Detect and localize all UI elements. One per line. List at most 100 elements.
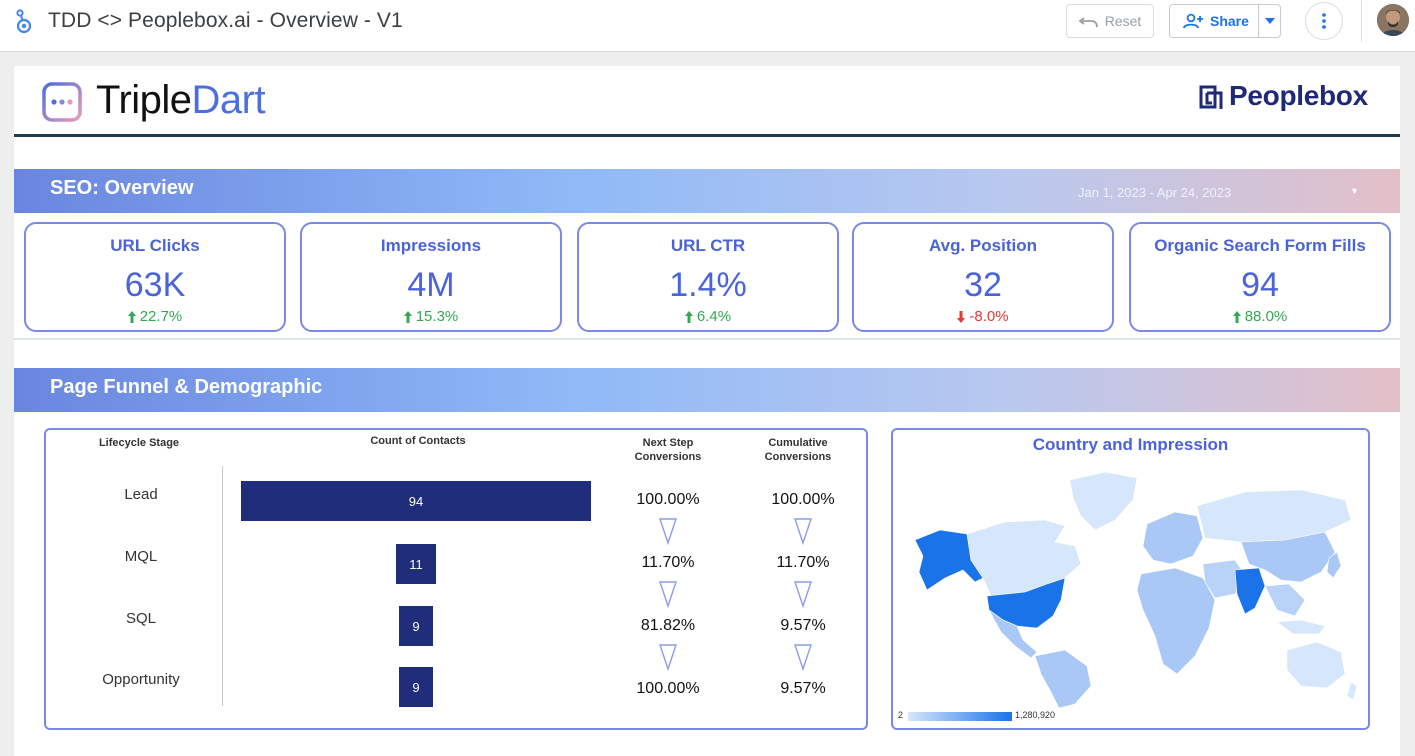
map-region-south-america: [1034, 649, 1092, 708]
share-dropdown[interactable]: [1258, 5, 1280, 37]
map-region-canada: [966, 519, 1082, 597]
kpi-value: 32: [964, 266, 1002, 304]
more-vert-icon: [1322, 13, 1326, 29]
header-cumulative-conversions: Cumulative Conversions: [736, 436, 860, 464]
map-region-alaska: [914, 529, 984, 591]
seo-section-title: SEO: Overview: [50, 177, 194, 199]
map-region-australia: [1286, 641, 1346, 689]
date-range-caret-icon[interactable]: ▼: [1350, 186, 1359, 196]
kpi-value: 63K: [124, 266, 186, 304]
funnel-bar[interactable]: 11: [395, 544, 437, 584]
kpi-delta-value: -8.0%: [969, 308, 1009, 325]
kpi-delta: 88.0%: [1131, 308, 1389, 325]
share-button[interactable]: Share: [1170, 5, 1258, 37]
arrow-up-icon: [1232, 310, 1241, 323]
cumulative-value: 100.00%: [771, 491, 835, 508]
stage-label: SQL: [125, 610, 156, 627]
app-bar: TDD <> Peoplebox.ai - Overview - V1 Rese…: [0, 0, 1415, 52]
user-avatar[interactable]: [1377, 4, 1409, 36]
stage-label: Lead: [124, 486, 158, 503]
kpi-label: Organic Search Form Fills: [1154, 236, 1366, 255]
add-person-icon: [1183, 13, 1203, 29]
funnel-section-title: Page Funnel & Demographic: [50, 376, 323, 398]
map-region-middle-east: [1202, 559, 1248, 599]
header-lifecycle-stage: Lifecycle Stage: [98, 437, 180, 449]
stage-label: MQL: [124, 548, 158, 565]
funnel-bar[interactable]: 9: [399, 667, 433, 707]
kpi-value: 4M: [407, 266, 455, 304]
kpi-label: Impressions: [380, 236, 482, 255]
header-next-line1: Next Step: [642, 437, 694, 449]
report-title[interactable]: TDD <> Peoplebox.ai - Overview - V1: [48, 9, 403, 32]
funnel-axis-line: [222, 466, 223, 706]
arrow-up-icon: [403, 310, 412, 323]
kpi-delta: 22.7%: [26, 308, 284, 325]
cumulative-value: 9.57%: [780, 617, 826, 634]
share-button-group: Share: [1169, 4, 1281, 38]
kpi-delta: 15.3%: [302, 308, 560, 325]
header-cum-line2: Conversions: [764, 451, 832, 463]
undo-icon: [1078, 17, 1098, 28]
tripledart-logo-text: TripleDart: [96, 78, 266, 123]
triangle-down-icon: [659, 518, 677, 545]
arrow-up-icon: [127, 310, 136, 323]
arrow-up-icon: [684, 310, 693, 323]
header-cum-line1: Cumulative: [768, 437, 828, 449]
kpi-delta-value: 22.7%: [139, 308, 183, 325]
reset-button[interactable]: Reset: [1066, 4, 1154, 38]
kpi-card-url-clicks: URL Clicks 63K 22.7%: [24, 222, 286, 332]
kpi-value: 94: [1241, 266, 1279, 304]
legend-max-label: 1,280,920: [1015, 710, 1056, 720]
kpi-delta: -8.0%: [854, 308, 1112, 325]
header-next-line2: Conversions: [634, 451, 702, 463]
kpi-card-avg-position: Avg. Position 32 -8.0%: [852, 222, 1114, 332]
date-range-picker[interactable]: Jan 1, 2023 - Apr 24, 2023: [1078, 185, 1232, 200]
triangle-down-icon: [659, 581, 677, 608]
next-step-value: 81.82%: [640, 617, 696, 634]
next-step-value: 100.00%: [636, 680, 700, 697]
kpi-label: URL Clicks: [110, 236, 200, 255]
triangle-down-icon: [659, 644, 677, 671]
map-region-new-zealand: [1346, 681, 1358, 701]
kpi-delta-value: 6.4%: [696, 308, 732, 325]
header-count-of-contacts: Count of Contacts: [370, 435, 466, 447]
kpi-label: Avg. Position: [929, 236, 1037, 255]
kpi-delta: 6.4%: [579, 308, 837, 325]
cumulative-value: 9.57%: [780, 680, 826, 697]
triangle-down-icon: [794, 581, 812, 608]
toolbar-divider: [1361, 0, 1362, 42]
looker-studio-icon[interactable]: [14, 9, 34, 35]
kpi-delta-value: 88.0%: [1244, 308, 1288, 325]
map-region-europe: [1142, 511, 1204, 565]
arrow-down-icon: [957, 310, 966, 323]
triangle-down-icon: [794, 644, 812, 671]
next-step-value: 11.70%: [641, 554, 695, 571]
seo-section-header: SEO: Overview Jan 1, 2023 - Apr 24, 2023…: [14, 169, 1400, 213]
stage-label: Opportunity: [102, 671, 180, 688]
tripledart-logo-part2: Dart: [191, 78, 266, 122]
kpi-value: 1.4%: [669, 266, 747, 304]
map-region-asia: [1240, 531, 1336, 583]
map-region-greenland: [1069, 471, 1138, 531]
share-label: Share: [1210, 13, 1249, 29]
kpi-card-url-ctr: URL CTR 1.4% 6.4%: [577, 222, 839, 332]
kpi-card-impressions: Impressions 4M 15.3%: [300, 222, 562, 332]
world-map[interactable]: [905, 460, 1360, 708]
cumulative-value: 11.70%: [776, 554, 830, 571]
funnel-bar[interactable]: 9: [399, 606, 433, 646]
report-canvas: TripleDart Peoplebox SEO: Overview Jan 1…: [14, 66, 1400, 756]
country-impression-map: Country and Impression: [891, 428, 1370, 730]
header-next-step-conversions: Next Step Conversions: [606, 436, 730, 464]
map-region-africa: [1136, 567, 1216, 675]
map-region-russia: [1196, 489, 1352, 543]
caret-down-icon: [1264, 18, 1275, 24]
more-options-button[interactable]: [1305, 2, 1343, 40]
funnel-bar[interactable]: 94: [241, 481, 591, 521]
reset-label: Reset: [1104, 13, 1142, 29]
kpi-card-organic-form-fills: Organic Search Form Fills 94 88.0%: [1129, 222, 1391, 332]
peoplebox-logo-text: Peoplebox: [1229, 80, 1368, 111]
tripledart-logo-icon: [42, 82, 82, 122]
funnel-section-header: Page Funnel & Demographic: [14, 368, 1400, 412]
kpi-label: URL CTR: [670, 236, 746, 255]
user-photo-icon: [1377, 4, 1409, 36]
